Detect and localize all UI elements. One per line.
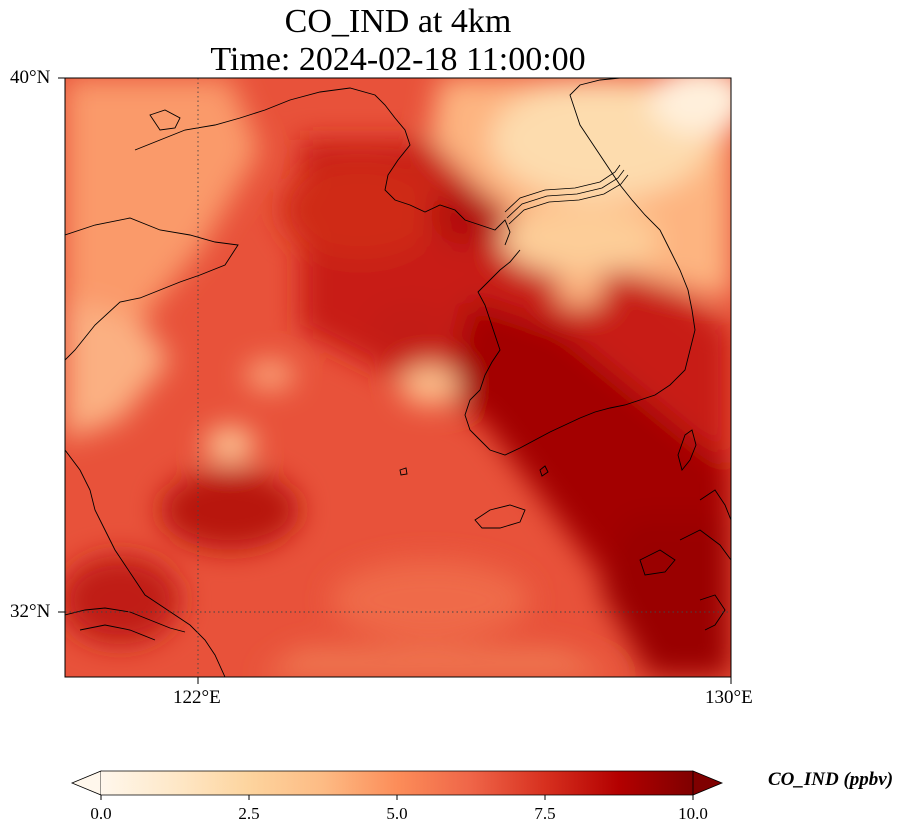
colorbar-tick-label: 10.0 (678, 804, 708, 823)
colorbar-tick-label: 5.0 (386, 804, 408, 823)
lat-tick-32n: 32°N (10, 601, 51, 622)
map-title: CO_IND at 4km (284, 3, 512, 40)
lon-tick-130e: 130°E (705, 687, 753, 708)
map-frame (64, 77, 732, 678)
field-patches (65, 78, 731, 677)
map-time-label: Time: 2024-02-18 11:00:00 (210, 41, 586, 78)
colorbar-extend-high (692, 770, 724, 796)
concentration-field (65, 78, 731, 677)
colorbar-tick-label: 0.0 (90, 804, 112, 823)
tick-marks (58, 77, 732, 684)
coastlines (65, 78, 731, 677)
colorbar-label: CO_IND (ppbv) (768, 769, 894, 790)
border-lines (504, 164, 629, 225)
colorbar-tick-label: 7.5 (534, 804, 556, 823)
lat-tick-40n: 40°N (10, 67, 51, 88)
colorbar-gradient (101, 771, 693, 795)
gridlines (65, 78, 731, 677)
colorbar (70, 770, 724, 800)
colorbar-extend-low (70, 770, 102, 796)
colorbar-tick-label: 2.5 (238, 804, 260, 823)
lon-tick-122e: 122°E (173, 687, 221, 708)
